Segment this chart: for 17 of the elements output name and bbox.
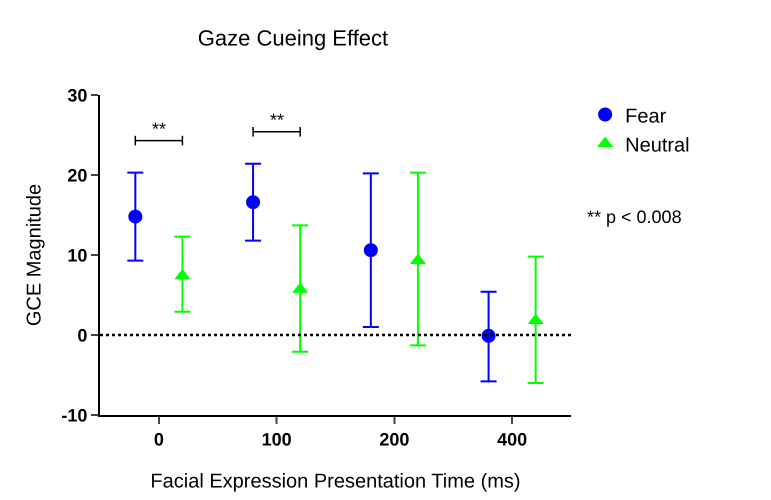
y-axis-title: GCE Magnitude (23, 184, 46, 326)
y-tick-label: -10 (61, 405, 88, 426)
annotation: ** (270, 110, 284, 130)
y-tick-label: 30 (67, 85, 88, 106)
chart-title: Gaze Cueing Effect (198, 25, 388, 50)
y-tick-label: 20 (67, 165, 88, 186)
x-tick-label: 100 (262, 430, 292, 450)
x-tick-label: 400 (497, 430, 528, 450)
x-axis-title: Facial Expression Presentation Time (ms) (150, 470, 521, 493)
x-tick-label: 0 (154, 430, 164, 450)
text: ** p < 0.008 (587, 207, 682, 227)
legend-label: Fear (625, 105, 667, 128)
legend-label: Neutral (625, 134, 690, 156)
annotation: ** (152, 119, 166, 139)
y-tick-label: 10 (67, 245, 88, 266)
y-tick-label: 0 (77, 325, 88, 346)
x-tick-label: 200 (379, 430, 410, 450)
